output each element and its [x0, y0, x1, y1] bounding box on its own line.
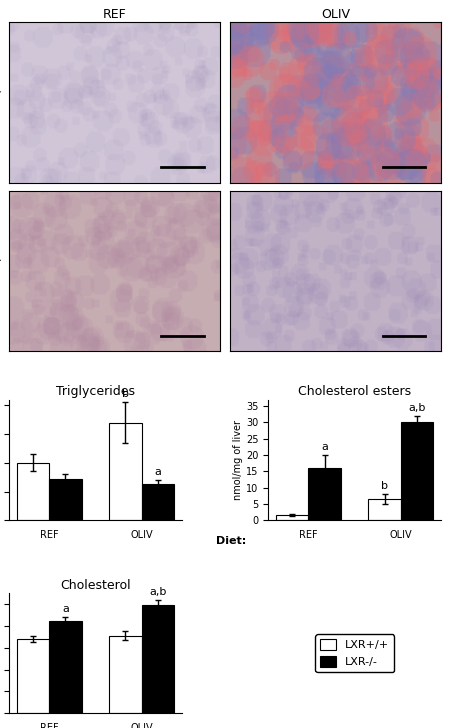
Title: OLIV: OLIV: [321, 8, 350, 20]
Y-axis label: LXR +/+: LXR +/+: [0, 79, 4, 126]
Bar: [308, 468, 341, 521]
Text: a,b: a,b: [408, 403, 426, 413]
Y-axis label: nmol/mg of liver: nmol/mg of liver: [233, 420, 243, 500]
Bar: [276, 515, 308, 521]
Bar: [49, 478, 81, 521]
Title: Cholesterol: Cholesterol: [60, 579, 130, 592]
Legend: LXR+/+, LXR-/-: LXR+/+, LXR-/-: [315, 634, 394, 672]
Bar: [109, 636, 142, 713]
Text: Diet:: Diet:: [216, 537, 247, 547]
Bar: [142, 484, 174, 521]
Bar: [109, 422, 142, 521]
Bar: [17, 463, 49, 521]
Text: a: a: [321, 442, 328, 452]
Bar: [401, 422, 433, 521]
Text: a: a: [62, 604, 69, 614]
Text: a: a: [154, 467, 161, 477]
Text: b: b: [381, 481, 388, 491]
Title: Triglycerides: Triglycerides: [56, 385, 135, 398]
Text: b: b: [122, 389, 129, 400]
Bar: [142, 605, 174, 713]
Y-axis label: LXR -/-: LXR -/-: [0, 253, 4, 290]
Bar: [49, 621, 81, 713]
Title: REF: REF: [103, 8, 126, 20]
Title: Cholesterol esters: Cholesterol esters: [298, 385, 411, 398]
Bar: [369, 499, 401, 521]
Text: a,b: a,b: [149, 587, 166, 598]
Bar: [17, 639, 49, 713]
